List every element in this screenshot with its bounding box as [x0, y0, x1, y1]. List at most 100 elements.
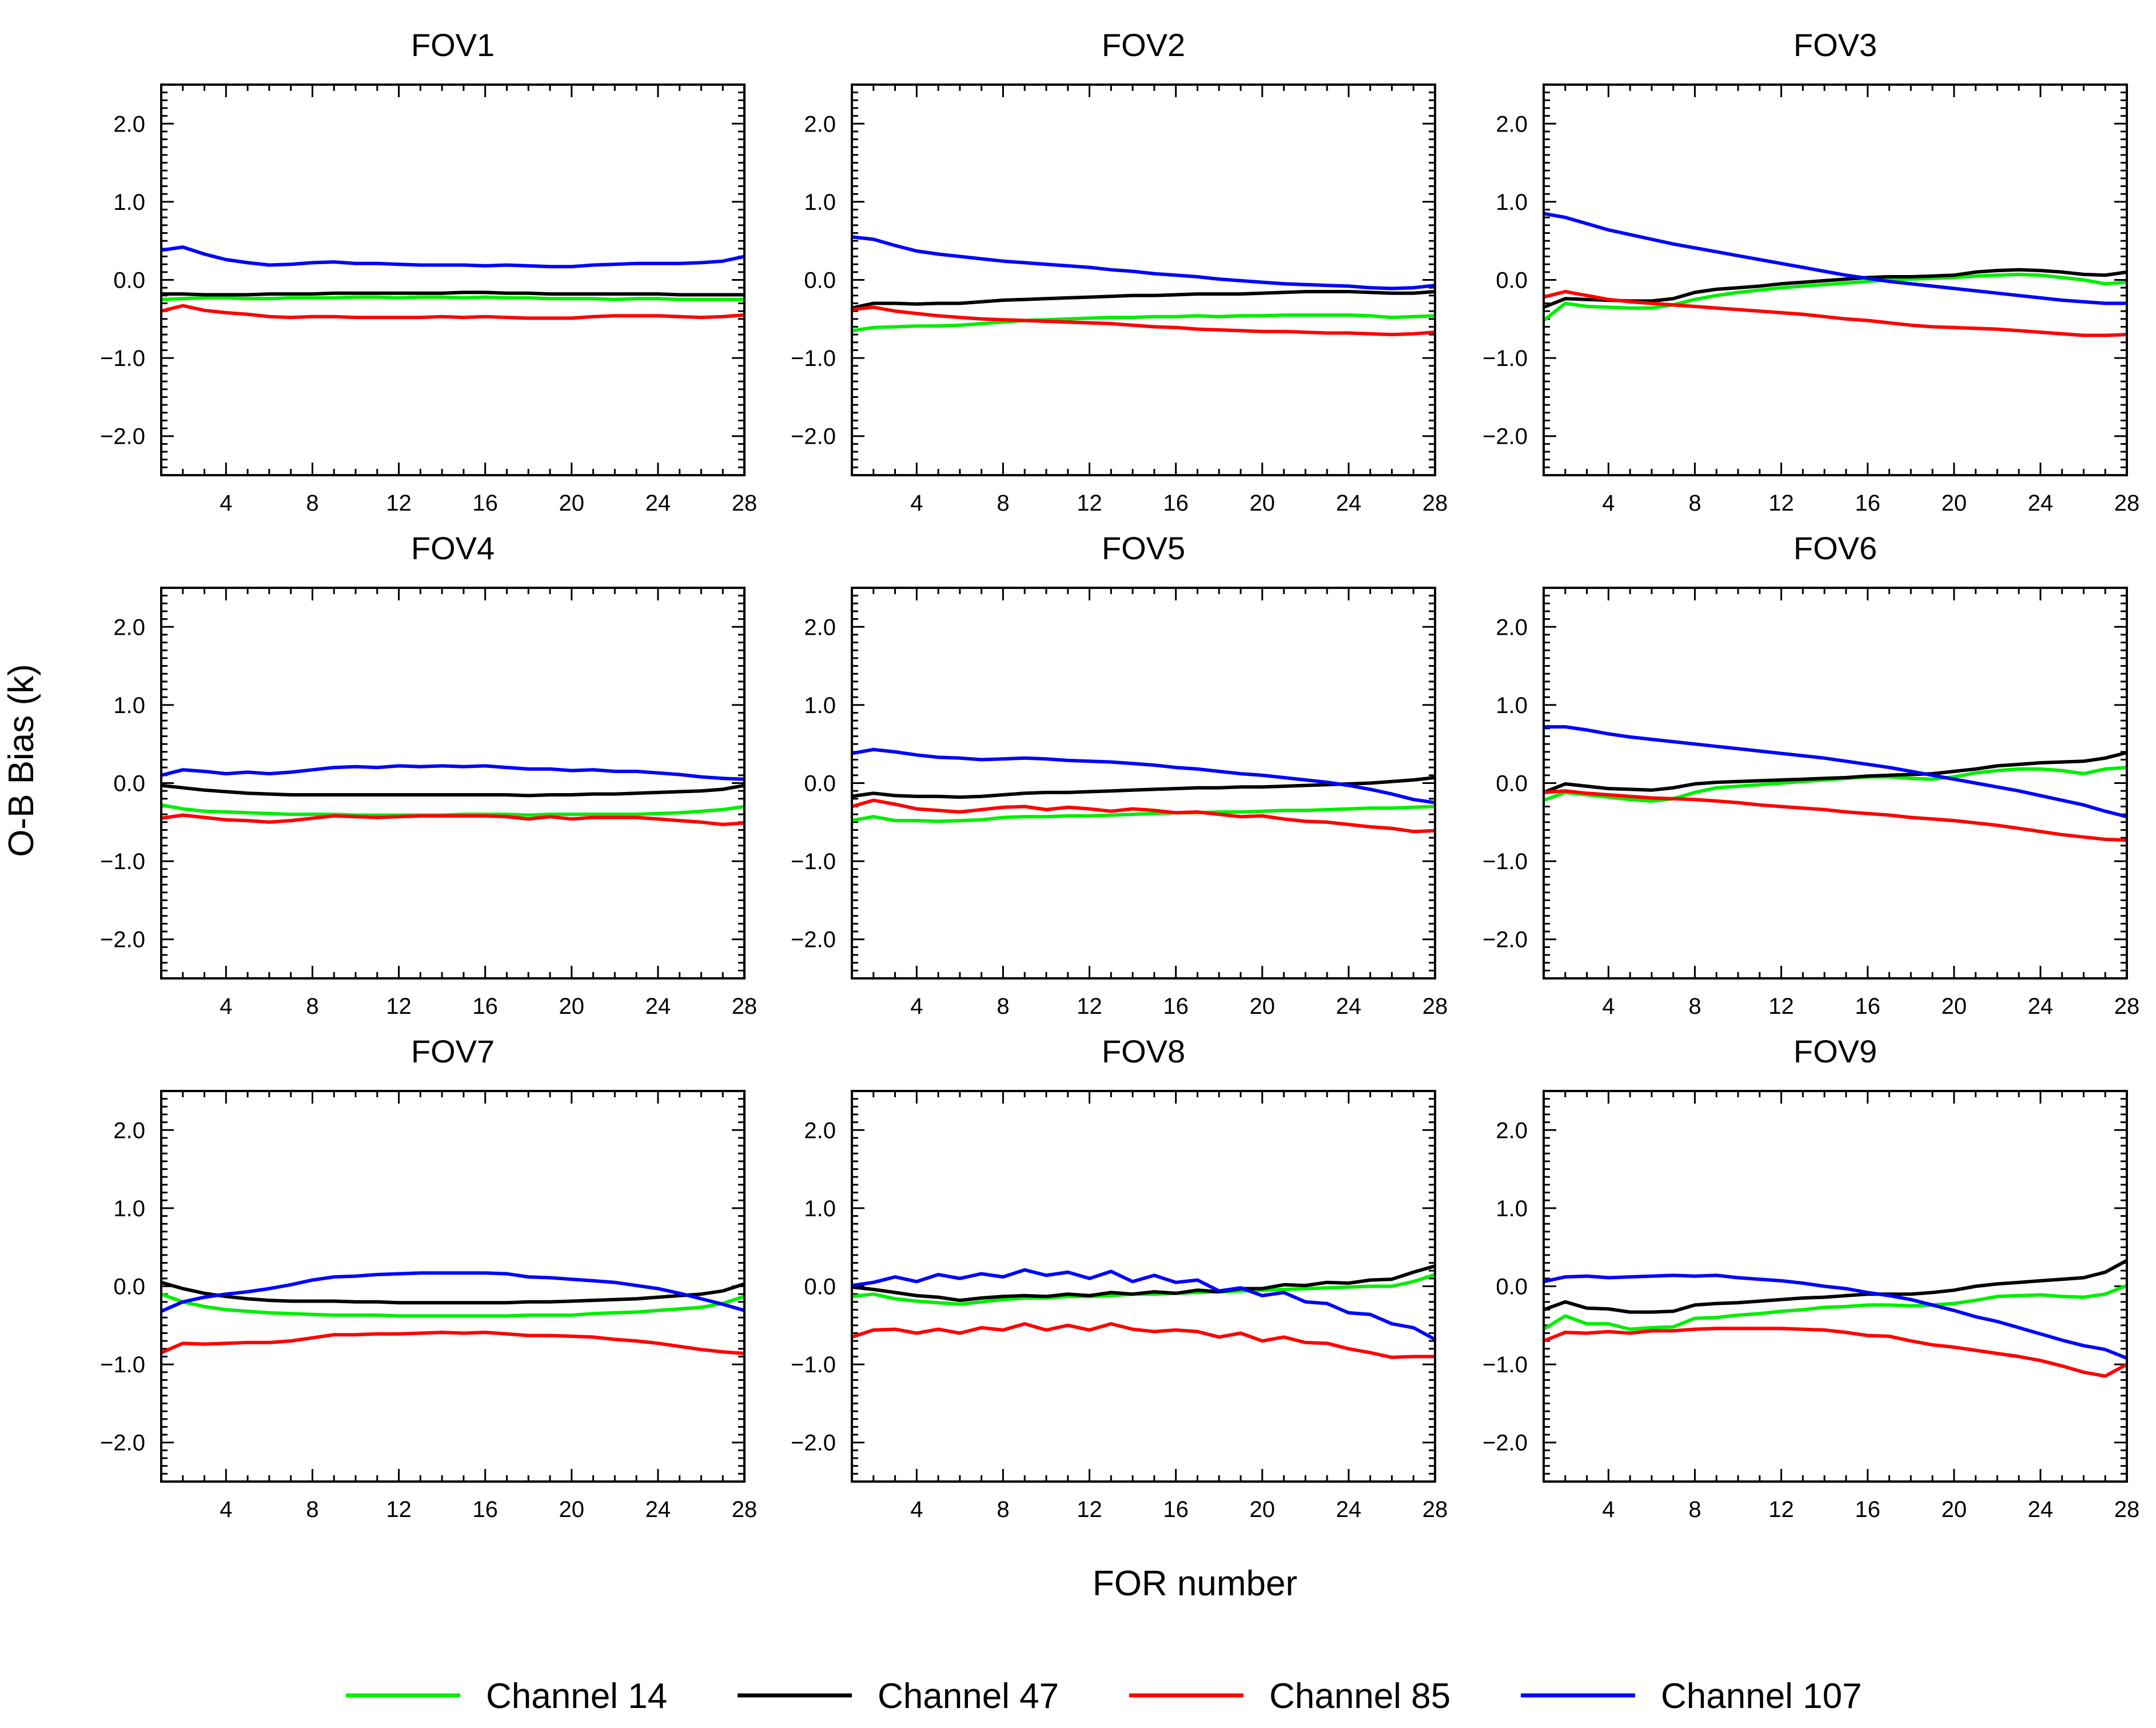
y-tick-label: 1.0: [804, 1196, 836, 1221]
legend-label: Channel 47: [878, 1677, 1059, 1716]
series-line-channel-107: [161, 245, 744, 269]
x-tick-label: 20: [559, 1497, 585, 1522]
series-line-channel-14: [1544, 1284, 2127, 1331]
panel-fov6: FOV6 2.0 1.0 0.0 −1.0 −2.0 4 8 12 16 20 24 28: [1483, 530, 2139, 1019]
series-line-channel-47: [852, 290, 1435, 310]
y-tick-label: −2.0: [791, 424, 836, 449]
x-tick-label: 16: [1163, 1497, 1189, 1522]
series-line-channel-85: [852, 798, 1435, 834]
plot-frame: [160, 587, 746, 980]
series-line-channel-85: [161, 813, 744, 826]
x-tick-label: 20: [1250, 1497, 1276, 1522]
y-tick-label: 0.0: [113, 771, 145, 797]
series-line-channel-107: [161, 1271, 744, 1313]
x-tick-label: 4: [220, 1497, 232, 1522]
y-tick-label: −1.0: [100, 346, 145, 371]
series-line-channel-47: [852, 1264, 1435, 1303]
y-tick-label: −2.0: [100, 424, 145, 449]
y-tick-label: −1.0: [791, 849, 836, 874]
series-line-channel-85: [161, 1331, 744, 1355]
series-group: [161, 1271, 744, 1355]
y-tick-label: 0.0: [113, 268, 145, 293]
series-group: [852, 235, 1435, 337]
x-tick-label: 28: [732, 994, 758, 1019]
y-tick-label: 1.0: [804, 190, 836, 215]
y-tick-label: 2.0: [113, 112, 145, 137]
series-line-channel-107: [1544, 212, 2127, 305]
series-line-channel-14: [852, 313, 1435, 333]
series-line-channel-107: [852, 235, 1435, 290]
y-tick-label: 1.0: [113, 693, 145, 718]
x-tick-label: 28: [1422, 491, 1448, 516]
x-tick-label: 8: [997, 994, 1009, 1019]
series-line-channel-85: [1544, 1327, 2127, 1378]
x-tick-label: 4: [220, 994, 232, 1019]
panel-title: FOV9: [1794, 1033, 1877, 1069]
legend-label: Channel 14: [486, 1677, 667, 1716]
series-line-channel-47: [161, 783, 744, 798]
y-tick-label: −1.0: [100, 1352, 145, 1377]
y-tick-label: −2.0: [100, 1431, 145, 1456]
x-tick-label: 28: [2114, 491, 2140, 516]
panel-fov9: FOV9 2.0 1.0 0.0 −1.0 −2.0 4 8 12 16 20 24 28: [1483, 1033, 2139, 1522]
legend-label: Channel 85: [1269, 1677, 1450, 1716]
x-tick-label: 12: [386, 994, 412, 1019]
series-group: [852, 1264, 1435, 1359]
series-line-channel-107: [161, 764, 744, 781]
legend-item: Channel 107: [1521, 1677, 1862, 1716]
series-line-channel-14: [852, 805, 1435, 823]
y-tick-label: 0.0: [1496, 771, 1528, 797]
x-tick-label: 16: [1163, 994, 1189, 1019]
plot-frame: [851, 1090, 1436, 1483]
y-tick-label: −2.0: [1483, 1431, 1528, 1456]
x-tick-label: 4: [910, 1497, 923, 1522]
panel-fov4: FOV4 2.0 1.0 0.0 −1.0 −2.0 4 8 12 16 20 24 28: [100, 530, 757, 1019]
series-group: [161, 245, 744, 320]
x-tick-label: 16: [1855, 1497, 1880, 1522]
series-line-channel-85: [852, 1322, 1435, 1359]
x-tick-label: 24: [645, 994, 671, 1019]
x-tick-label: 20: [1942, 994, 1967, 1019]
x-tick-label: 4: [220, 491, 232, 516]
x-tick-label: 4: [1602, 994, 1615, 1019]
y-tick-label: 2.0: [804, 112, 836, 137]
x-tick-label: 24: [1336, 1497, 1362, 1522]
x-tick-label: 12: [1077, 994, 1102, 1019]
panel-fov5: FOV5 2.0 1.0 0.0 −1.0 −2.0 4 8 12 16 20 24 28: [791, 530, 1448, 1019]
y-tick-label: 1.0: [113, 1196, 145, 1221]
y-tick-label: 2.0: [113, 615, 145, 640]
series-line-channel-85: [161, 304, 744, 320]
plot-frame: [851, 587, 1436, 980]
y-tick-label: 2.0: [1496, 112, 1528, 137]
x-tick-label: 16: [1855, 491, 1880, 516]
x-tick-label: 16: [1855, 994, 1880, 1019]
series-group: [852, 747, 1435, 834]
panel-title: FOV5: [1102, 530, 1185, 566]
y-tick-label: 2.0: [804, 1118, 836, 1143]
x-tick-label: 8: [1688, 994, 1701, 1019]
y-tick-label: 0.0: [804, 771, 836, 797]
y-tick-label: −1.0: [791, 346, 836, 371]
panel-fov1: FOV1 2.0 1.0 0.0 −1.0 −2.0 4 8 12 16 20 24 28: [100, 27, 757, 516]
x-tick-label: 28: [1422, 1497, 1448, 1522]
x-tick-label: 24: [2028, 491, 2054, 516]
panel-title: FOV3: [1794, 27, 1877, 63]
series-line-channel-47: [1544, 751, 2127, 794]
x-tick-label: 8: [306, 994, 318, 1019]
series-line-channel-14: [161, 1292, 744, 1318]
y-tick-label: 1.0: [1496, 1196, 1528, 1221]
y-tick-label: 1.0: [113, 190, 145, 215]
y-tick-label: −2.0: [791, 927, 836, 953]
series-line-channel-107: [1544, 1273, 2127, 1360]
series-line-channel-47: [1544, 1259, 2127, 1314]
x-tick-label: 8: [1688, 491, 1701, 516]
series-line-channel-85: [852, 305, 1435, 337]
series-line-channel-47: [161, 1280, 744, 1305]
x-tick-label: 28: [2114, 994, 2140, 1019]
y-tick-label: 2.0: [113, 1118, 145, 1143]
y-tick-label: −1.0: [1483, 1352, 1528, 1377]
plot-frame: [851, 83, 1436, 476]
x-tick-label: 12: [1768, 1497, 1794, 1522]
panel-fov2: FOV2 2.0 1.0 0.0 −1.0 −2.0 4 8 12 16 20 24 28: [791, 27, 1448, 516]
